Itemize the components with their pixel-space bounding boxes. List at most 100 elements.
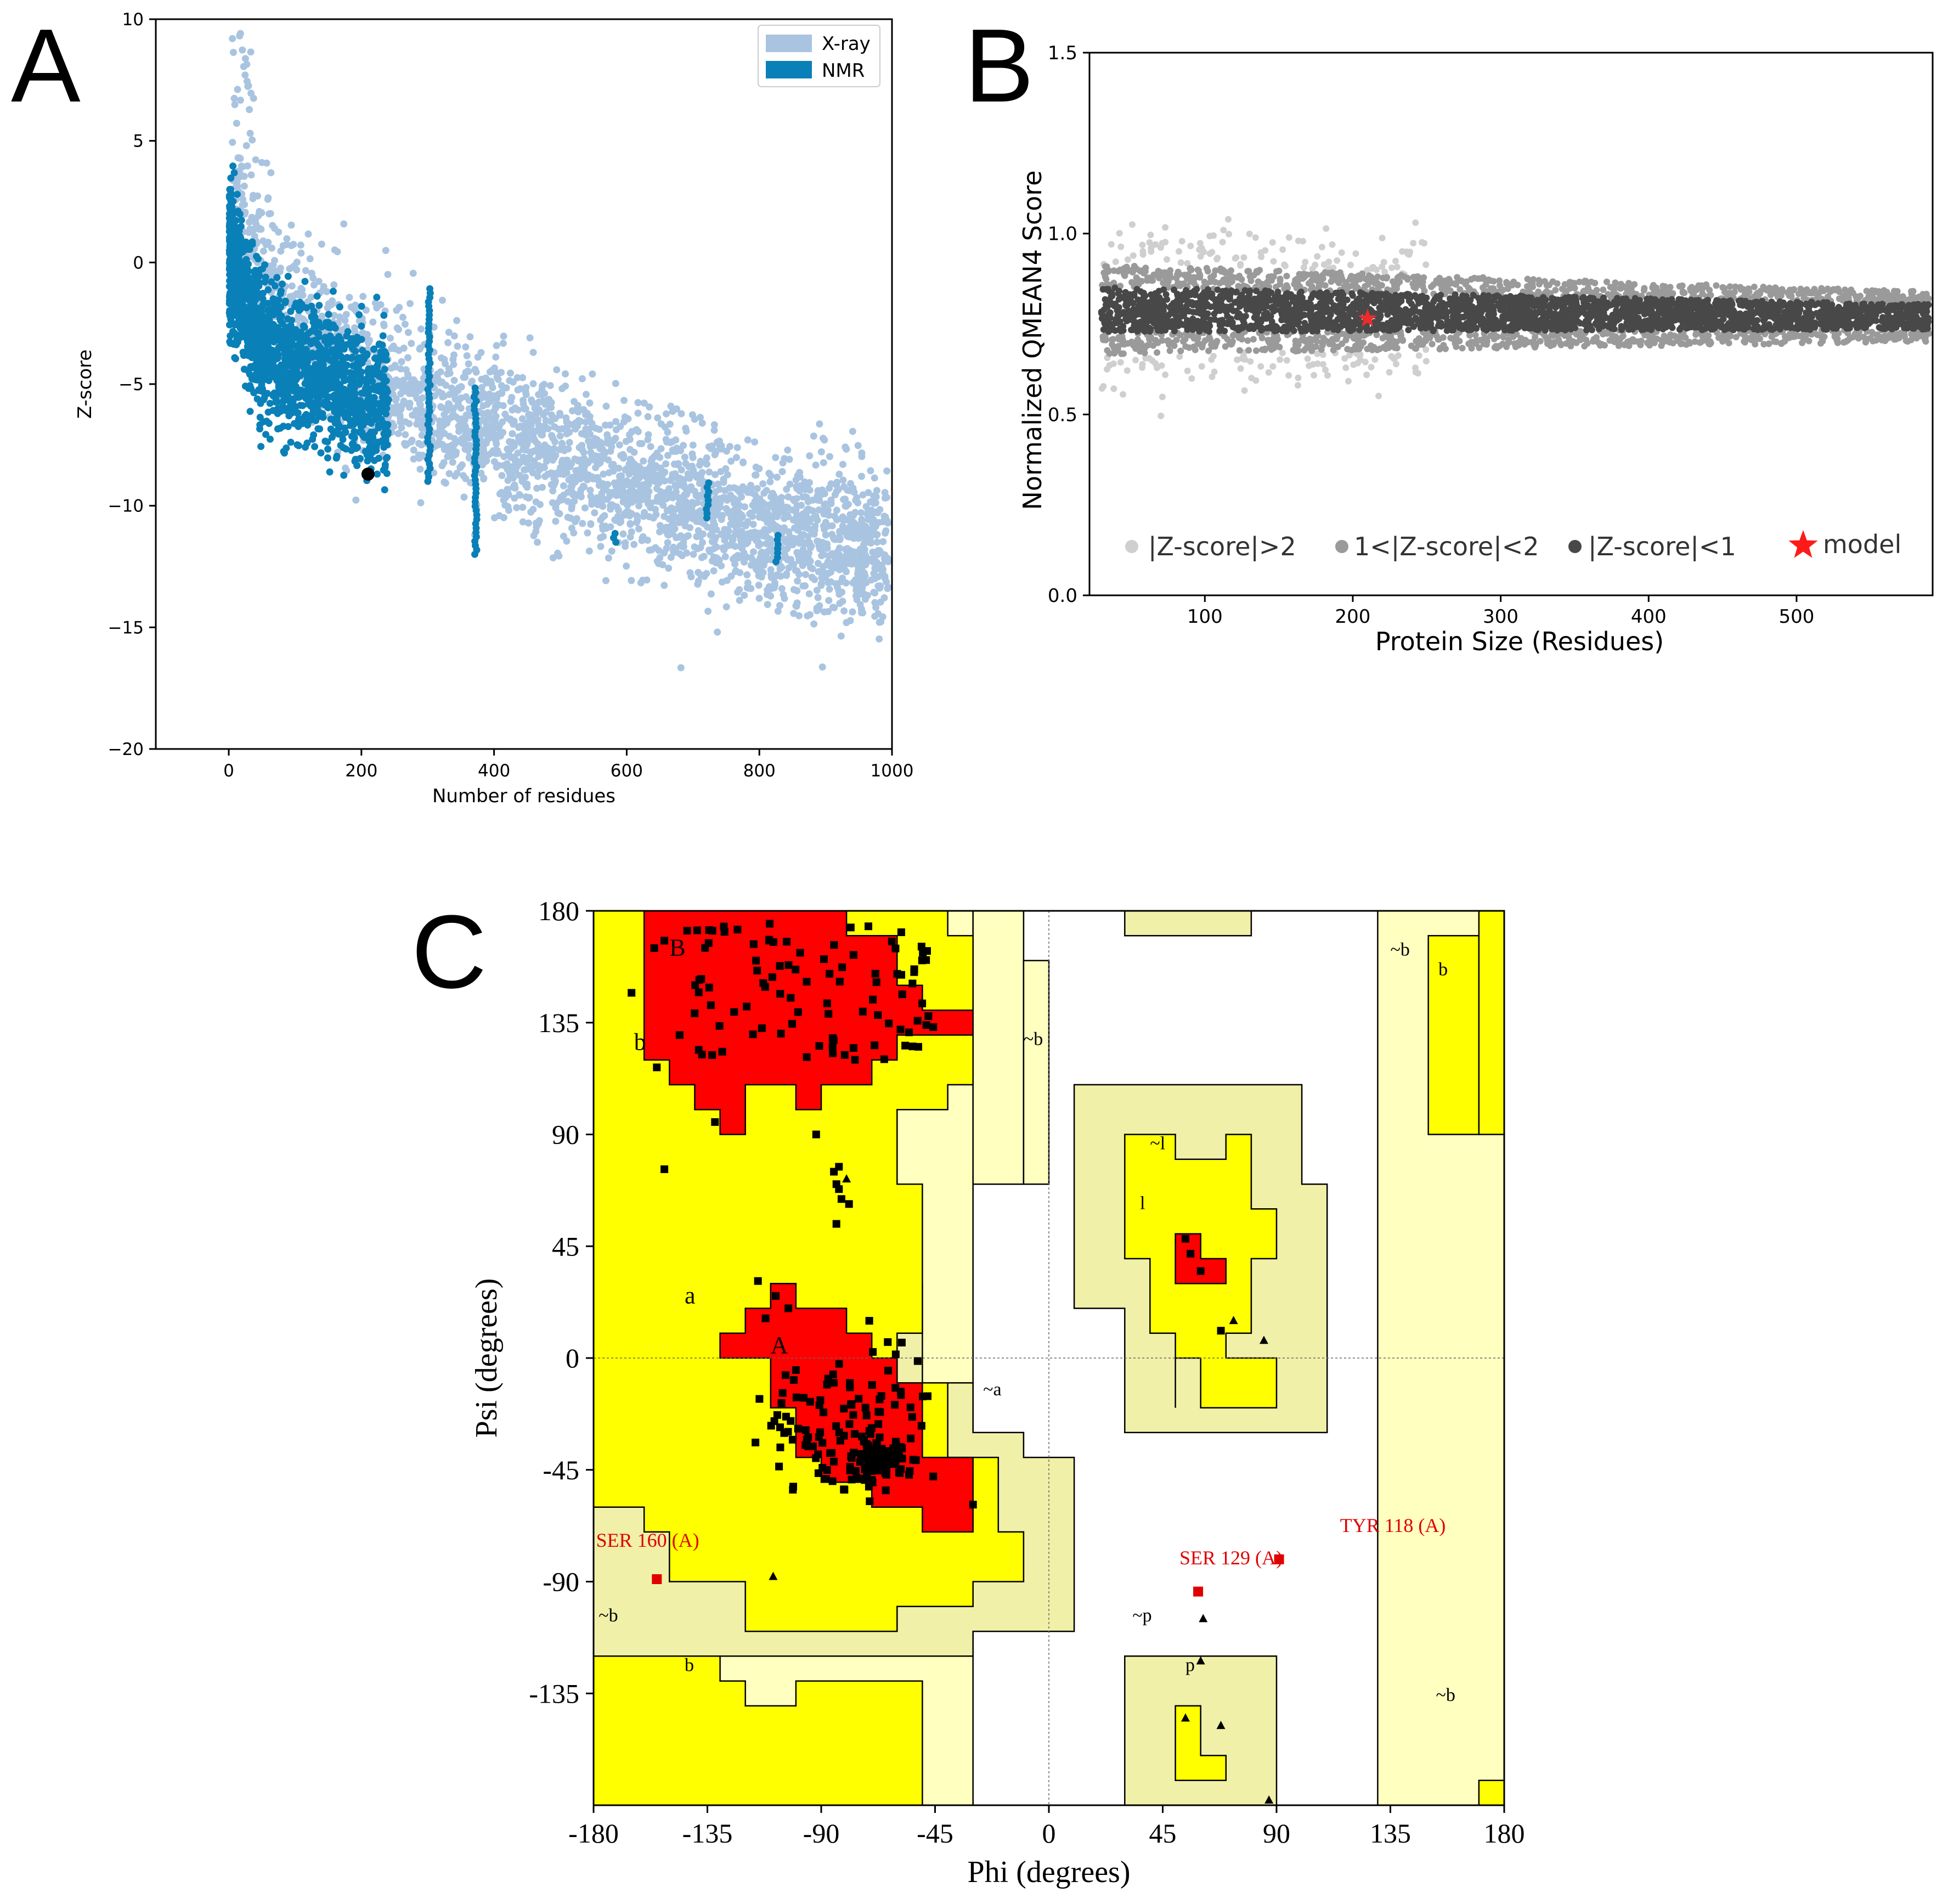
qmean-point: [1226, 230, 1233, 238]
nmr-point: [319, 414, 327, 421]
xray-point: [675, 500, 683, 508]
nmr-point: [245, 267, 252, 275]
qmean-point: [1124, 256, 1131, 263]
qmean-point: [1329, 241, 1336, 248]
nmr-point: [225, 300, 233, 307]
xray-point: [249, 136, 256, 144]
qmean-point: [1196, 246, 1203, 254]
xray-point: [491, 514, 498, 522]
nmr-point: [324, 454, 331, 461]
nmr-point: [317, 449, 325, 457]
xray-point: [665, 565, 673, 572]
xray-point: [628, 528, 635, 536]
qmean-point: [1345, 378, 1352, 385]
xray-point: [860, 573, 868, 581]
xray-point: [626, 455, 634, 463]
qmean-point: [1237, 365, 1244, 372]
xray-point: [529, 348, 537, 356]
nmr-point: [355, 311, 363, 319]
nmr-point: [318, 360, 325, 368]
xray-point: [501, 410, 509, 418]
xray-point: [857, 509, 865, 516]
xray-point: [393, 324, 401, 332]
qmean-point: [1294, 382, 1301, 389]
xray-point: [500, 333, 507, 340]
xray-point: [832, 580, 840, 588]
xray-point: [585, 547, 593, 555]
xray-point: [861, 538, 868, 546]
nmr-point: [325, 385, 333, 392]
xray-point: [705, 547, 713, 554]
qmean-point: [1279, 350, 1286, 357]
xray-point: [449, 458, 456, 466]
nmr-point: [246, 408, 254, 415]
qmean-point: [1116, 230, 1123, 237]
xray-point: [504, 503, 512, 510]
qmean-point: [1178, 238, 1185, 245]
xray-point: [616, 472, 623, 480]
qmean-point: [1100, 383, 1107, 390]
xray-point: [812, 512, 820, 520]
qmean-point: [1300, 264, 1307, 271]
xray-point: [870, 499, 878, 507]
xray-point: [377, 301, 385, 308]
xray-point: [400, 345, 408, 352]
nmr-point: [314, 350, 321, 357]
xray-point: [334, 248, 341, 256]
xray-point: [612, 482, 620, 490]
xray-point: [465, 360, 472, 368]
xray-point: [594, 474, 601, 481]
nmr-point: [337, 338, 345, 345]
xray-point: [733, 444, 741, 452]
xray-point: [287, 221, 295, 229]
xray-point: [436, 379, 444, 387]
xray-point: [693, 533, 701, 540]
xray-point: [460, 472, 467, 480]
xray-point: [826, 453, 833, 460]
xray-point: [498, 472, 506, 480]
xray-point: [711, 451, 719, 459]
panel-a-x-tick-label: 400: [478, 761, 510, 781]
xray-point: [694, 581, 702, 588]
xray-point: [743, 571, 751, 579]
xray-point: [685, 532, 692, 539]
qmean-point: [1363, 371, 1370, 379]
xray-point: [297, 285, 305, 292]
nmr-point: [246, 315, 254, 323]
xray-point: [509, 430, 516, 437]
xray-point: [518, 415, 526, 423]
xray-point: [380, 322, 388, 329]
qmean-point: [1104, 366, 1110, 373]
nmr-point: [226, 256, 234, 264]
xray-point: [398, 358, 405, 365]
xray-point: [453, 470, 461, 477]
xray-point: [707, 445, 715, 453]
xray-point: [640, 457, 647, 465]
xray-point: [718, 578, 726, 586]
xray-point: [850, 548, 858, 556]
xray-point: [849, 427, 856, 435]
xray-point: [798, 531, 805, 538]
qmean-point: [1357, 351, 1364, 358]
xray-point: [620, 397, 628, 404]
nmr-point: [280, 360, 287, 368]
xray-point: [767, 592, 775, 600]
xray-point: [880, 594, 888, 601]
xray-point: [259, 237, 267, 245]
nmr-point: [327, 376, 335, 384]
qmean-point: [1412, 219, 1419, 226]
nmr-point: [380, 438, 387, 446]
qmean-point: [1375, 392, 1382, 399]
nmr-point: [313, 292, 321, 300]
nmr-point: [256, 414, 264, 421]
xray-point: [804, 505, 812, 513]
xray-point: [660, 582, 668, 589]
panel-a-y-tick-label: −20: [108, 740, 144, 759]
xray-point: [517, 423, 524, 430]
xray-point: [619, 450, 627, 458]
nmr-point: [262, 431, 269, 438]
nmr-point: [297, 306, 304, 313]
xray-point: [822, 531, 829, 539]
xray-point: [480, 475, 488, 482]
xray-point: [778, 564, 786, 571]
